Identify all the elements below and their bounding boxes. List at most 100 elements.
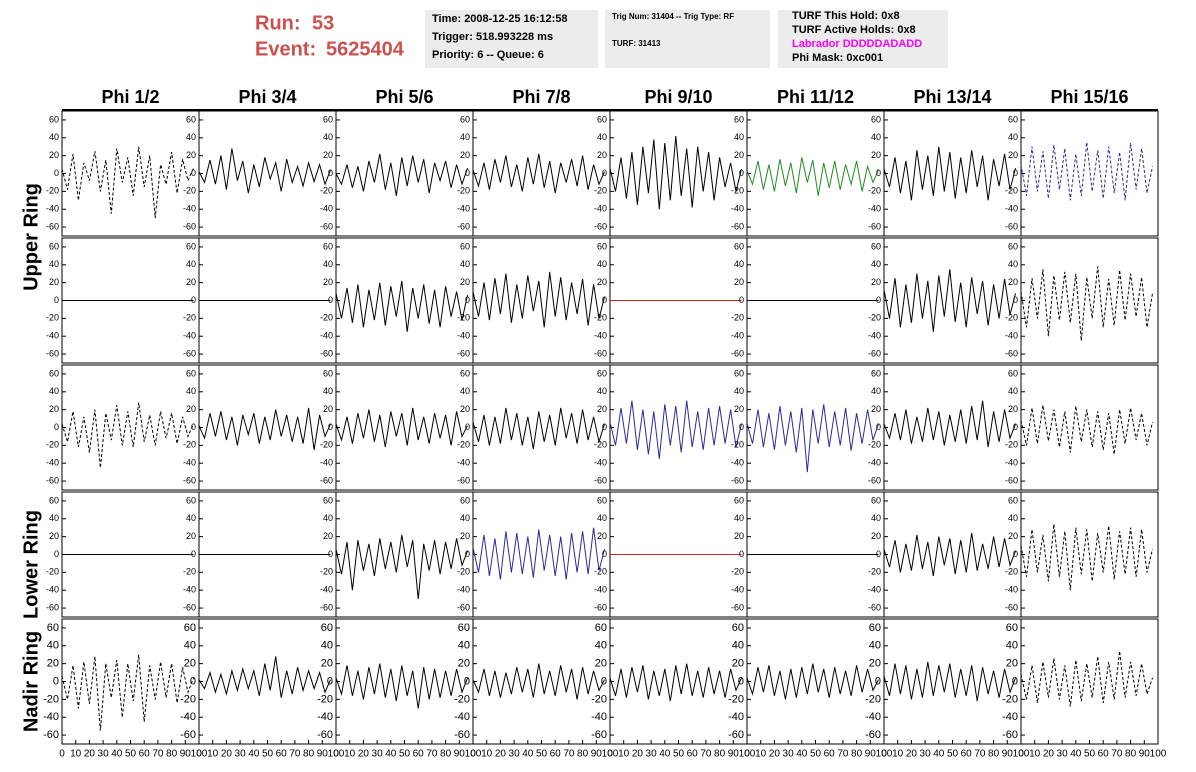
- y-tick-label: -20: [320, 186, 333, 196]
- y-tick-label: -40: [43, 711, 59, 723]
- y-tick-label: -20: [320, 313, 333, 323]
- y-tick-label: -60: [320, 348, 333, 358]
- y-tick-label: -60: [180, 729, 196, 741]
- y-tick-label: 60: [460, 241, 470, 251]
- x-tick-label: 90: [317, 749, 329, 760]
- y-tick-label: 40: [186, 513, 196, 523]
- column-label: Phi 9/10: [644, 87, 712, 107]
- x-tick-label: 70: [974, 749, 986, 760]
- y-tick-label: -20: [320, 440, 333, 450]
- x-tick-label: 40: [385, 749, 397, 760]
- y-tick-label: -60: [731, 602, 744, 612]
- waveform: [883, 533, 1016, 576]
- y-tick-label: 0: [739, 168, 744, 178]
- waveform: [746, 404, 879, 473]
- x-tick-label: 20: [1043, 749, 1055, 760]
- y-tick-label: 60: [1008, 495, 1018, 505]
- x-tick-label: 40: [248, 749, 260, 760]
- y-tick-label: -20: [594, 186, 607, 196]
- x-tick-label: 40: [522, 749, 534, 760]
- y-tick-label: -20: [43, 693, 59, 705]
- y-tick-label: 40: [871, 132, 881, 142]
- x-tick-label: 10: [481, 749, 493, 760]
- y-tick-label: 0: [328, 168, 333, 178]
- waveform: [883, 146, 1016, 201]
- y-tick-label: 0: [1013, 295, 1018, 305]
- y-tick-label: 0: [601, 675, 607, 687]
- y-tick-label: -60: [865, 729, 881, 741]
- y-tick-label: 60: [49, 368, 59, 378]
- y-tick-label: -40: [183, 204, 196, 214]
- x-tick-label: 60: [550, 749, 562, 760]
- y-tick-label: -40: [317, 711, 333, 723]
- y-tick-label: 20: [1006, 658, 1018, 670]
- y-tick-label: 60: [734, 368, 744, 378]
- y-tick-label: 20: [49, 150, 59, 160]
- waveform: [472, 153, 605, 194]
- trigger: Trigger: 518.993228 ms: [432, 31, 553, 43]
- x-tick-label: 100: [465, 749, 482, 760]
- x-tick-label: 100: [1013, 749, 1030, 760]
- y-tick-label: 0: [739, 549, 744, 559]
- turf-hold: TURF This Hold: 0x8: [792, 10, 900, 22]
- y-tick-label: 40: [732, 640, 744, 652]
- y-tick-label: -20: [320, 567, 333, 577]
- y-tick-label: -60: [457, 221, 470, 231]
- y-tick-label: -40: [180, 711, 196, 723]
- x-tick-label: 20: [221, 749, 233, 760]
- x-tick-label: 100: [1150, 749, 1167, 760]
- row-label: Lower Ring: [20, 510, 42, 619]
- y-tick-label: 20: [186, 531, 196, 541]
- y-tick-label: 20: [460, 404, 470, 414]
- column-label: Phi 1/2: [101, 87, 159, 107]
- labrador: Labrador DDDDDADADD: [792, 38, 922, 50]
- y-tick-label: -40: [457, 331, 470, 341]
- y-tick-label: -40: [868, 331, 881, 341]
- panel-frame: [335, 237, 474, 364]
- x-tick-label: 0: [607, 749, 613, 760]
- y-tick-label: -40: [46, 585, 59, 595]
- x-tick-label: 30: [98, 749, 110, 760]
- y-tick-label: 0: [738, 675, 744, 687]
- y-tick-label: 40: [1008, 513, 1018, 523]
- y-tick-label: 60: [1008, 241, 1018, 251]
- y-tick-label: -60: [183, 348, 196, 358]
- x-tick-label: 80: [577, 749, 589, 760]
- y-tick-label: 60: [734, 241, 744, 251]
- y-tick-label: -20: [46, 567, 59, 577]
- y-tick-label: 40: [186, 132, 196, 142]
- y-tick-label: -60: [46, 221, 59, 231]
- y-tick-label: 40: [460, 513, 470, 523]
- y-tick-label: 0: [739, 422, 744, 432]
- x-tick-label: 50: [262, 749, 274, 760]
- y-tick-label: 20: [1008, 277, 1018, 287]
- y-tick-label: -20: [454, 693, 470, 705]
- y-tick-label: -60: [594, 221, 607, 231]
- x-tick-label: 80: [166, 749, 178, 760]
- y-tick-label: 40: [460, 259, 470, 269]
- y-tick-label: 40: [458, 640, 470, 652]
- y-tick-label: 60: [49, 241, 59, 251]
- y-tick-label: 60: [1008, 368, 1018, 378]
- y-tick-label: -20: [1005, 313, 1018, 323]
- y-tick-label: 60: [871, 114, 881, 124]
- y-tick-label: 0: [602, 168, 607, 178]
- y-tick-label: 60: [323, 495, 333, 505]
- info-box: [605, 10, 770, 68]
- x-tick-label: 70: [289, 749, 301, 760]
- y-tick-label: -40: [457, 204, 470, 214]
- x-tick-label: 0: [333, 749, 339, 760]
- y-tick-label: -40: [868, 458, 881, 468]
- y-tick-label: -20: [594, 313, 607, 323]
- y-tick-label: 20: [460, 531, 470, 541]
- y-tick-label: 0: [1012, 675, 1018, 687]
- y-tick-label: -40: [865, 711, 881, 723]
- y-tick-label: -60: [1005, 348, 1018, 358]
- waveform: [472, 407, 605, 449]
- y-tick-label: -40: [183, 585, 196, 595]
- y-tick-label: -20: [868, 313, 881, 323]
- y-tick-label: -60: [591, 729, 607, 741]
- trig-num: Trig Num: 31404 -- Trig Type: RF: [612, 12, 734, 21]
- y-tick-label: 0: [191, 295, 196, 305]
- y-tick-label: -20: [46, 440, 59, 450]
